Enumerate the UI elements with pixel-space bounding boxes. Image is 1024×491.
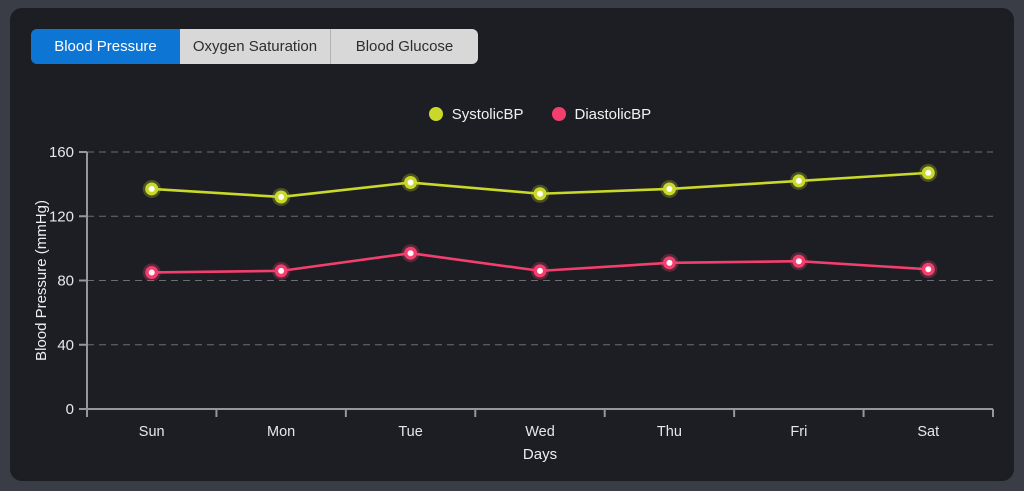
- data-point-center: [278, 267, 285, 274]
- y-tick-label: 120: [49, 208, 74, 225]
- tab-oxygen-saturation[interactable]: Oxygen Saturation: [180, 29, 330, 64]
- legend-label-systolic: SystolicBP: [451, 105, 524, 123]
- data-point-center: [666, 185, 673, 192]
- data-point-center: [925, 169, 932, 176]
- systolic-legend-dot-icon: [428, 107, 443, 121]
- data-point-center: [148, 269, 155, 276]
- y-axis-title: Blood Pressure (mmHg): [33, 200, 50, 361]
- y-tick-label: 40: [57, 337, 74, 354]
- y-tick-label: 0: [66, 401, 74, 418]
- data-point-center: [537, 267, 543, 274]
- x-tick-label: Sun: [139, 424, 165, 440]
- legend-item-systolic: SystolicBP: [428, 105, 524, 123]
- data-point-center: [148, 185, 155, 192]
- data-point-center: [795, 177, 802, 184]
- legend-label-diastolic: DiastolicBP: [574, 105, 652, 123]
- x-tick-label: Thu: [657, 424, 682, 440]
- tab-blood-glucose[interactable]: Blood Glucose: [330, 29, 478, 64]
- legend-item-diastolic: DiastolicBP: [551, 105, 652, 123]
- diastolic-legend-dot-icon: [551, 107, 566, 121]
- data-point-center: [666, 259, 673, 266]
- x-tick-label: Mon: [267, 424, 295, 440]
- data-point-center: [407, 250, 414, 257]
- x-tick-label: Wed: [525, 424, 555, 440]
- x-tick-label: Tue: [398, 424, 422, 440]
- tab-blood-pressure[interactable]: Blood Pressure: [31, 29, 180, 64]
- data-point-center: [278, 193, 285, 200]
- x-tick-label: Sat: [917, 424, 939, 440]
- data-point-center: [407, 179, 414, 186]
- data-point-center: [925, 266, 932, 273]
- tab-bar: Blood Pressure Oxygen Saturation Blood G…: [31, 29, 478, 64]
- data-point-center: [795, 258, 802, 265]
- y-tick-label: 160: [49, 144, 74, 161]
- chart-legend: SystolicBP DiastolicBP: [87, 103, 993, 125]
- y-tick-label: 80: [57, 273, 74, 290]
- x-axis-title: Days: [523, 446, 557, 463]
- data-point-center: [537, 190, 543, 197]
- chart-card: Blood Pressure Oxygen Saturation Blood G…: [10, 8, 1014, 481]
- line-chart: 0 40 80 120 160 Sun Mon Tue Wed Thu Fri Sat Blood Pr…: [33, 144, 994, 463]
- x-tick-label: Fri: [790, 424, 807, 440]
